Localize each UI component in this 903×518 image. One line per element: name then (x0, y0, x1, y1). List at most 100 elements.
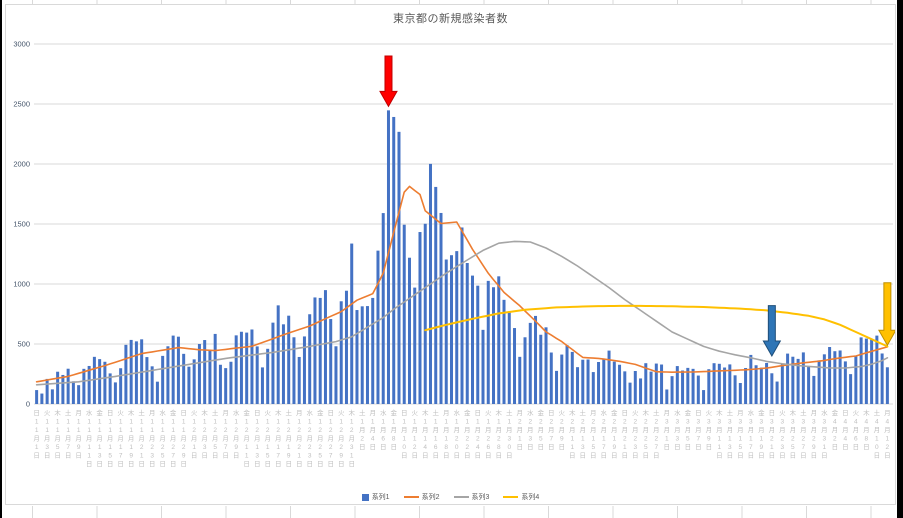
bar (602, 358, 606, 404)
bar (77, 385, 81, 404)
legend-item-2[interactable]: 系列2 (403, 492, 440, 502)
bar (880, 353, 884, 404)
bar (518, 356, 522, 404)
bar (696, 375, 700, 404)
bar (670, 376, 674, 404)
chart-object[interactable]: 0 500 1000 1500 2000 2500 3000 日 1 1 月 1 日火 1 1 月 3 日木 1 1 月… (5, 4, 896, 505)
bar (392, 116, 396, 405)
bar (150, 366, 154, 404)
bar (885, 367, 889, 404)
bar (434, 186, 438, 404)
line-series-4[interactable] (424, 304, 889, 348)
chart-title: 東京都の新規感染者数 (393, 13, 508, 25)
bar (255, 346, 259, 404)
bar (413, 287, 417, 404)
red-arrow[interactable] (379, 55, 398, 108)
bar (129, 339, 133, 404)
bar (271, 322, 275, 404)
yellow-arrow[interactable] (878, 282, 895, 347)
bar (686, 367, 690, 404)
bar (712, 363, 716, 404)
line-series-2[interactable] (35, 185, 889, 383)
bar (98, 359, 102, 404)
bar (92, 356, 96, 404)
bar (555, 370, 559, 404)
bar (218, 364, 222, 404)
bar (45, 378, 49, 404)
legend-label: 系列4 (521, 494, 540, 501)
bar (786, 353, 790, 404)
bar (717, 363, 721, 404)
bar (371, 297, 375, 404)
y-tick-label: 0 (26, 400, 30, 409)
bar (822, 354, 826, 404)
bar (439, 212, 443, 404)
bar (334, 346, 338, 404)
bar (260, 367, 264, 404)
blue-arrow[interactable] (762, 305, 782, 358)
bar (654, 363, 658, 404)
bar (507, 311, 511, 404)
y-tick-label: 1000 (13, 280, 30, 289)
bar (182, 353, 186, 404)
bar (50, 389, 54, 404)
legend-item-3[interactable]: 系列3 (453, 492, 489, 502)
bar (576, 367, 580, 404)
bar (239, 331, 243, 404)
bar (707, 369, 711, 404)
bar (292, 337, 296, 404)
bar (801, 352, 805, 404)
bar (702, 390, 706, 404)
bar (828, 347, 832, 404)
line-series-3[interactable] (35, 240, 889, 386)
bar (607, 350, 611, 404)
bar (581, 359, 585, 404)
legend-item-4[interactable]: 系列4 (503, 492, 539, 502)
bar (339, 301, 343, 404)
bar (534, 315, 538, 404)
bar (807, 366, 811, 404)
bar (833, 351, 837, 404)
legend-swatch (403, 496, 419, 498)
legend-item-1[interactable]: 系列1 (361, 492, 390, 502)
bar (360, 306, 364, 404)
bar (644, 363, 648, 404)
bar (738, 383, 742, 404)
bar (171, 335, 175, 404)
bar (276, 305, 280, 404)
bar (471, 275, 475, 404)
bar (145, 357, 149, 404)
bar (418, 232, 422, 404)
bar (329, 319, 333, 404)
bar (308, 314, 312, 404)
legend-swatch (453, 496, 469, 498)
